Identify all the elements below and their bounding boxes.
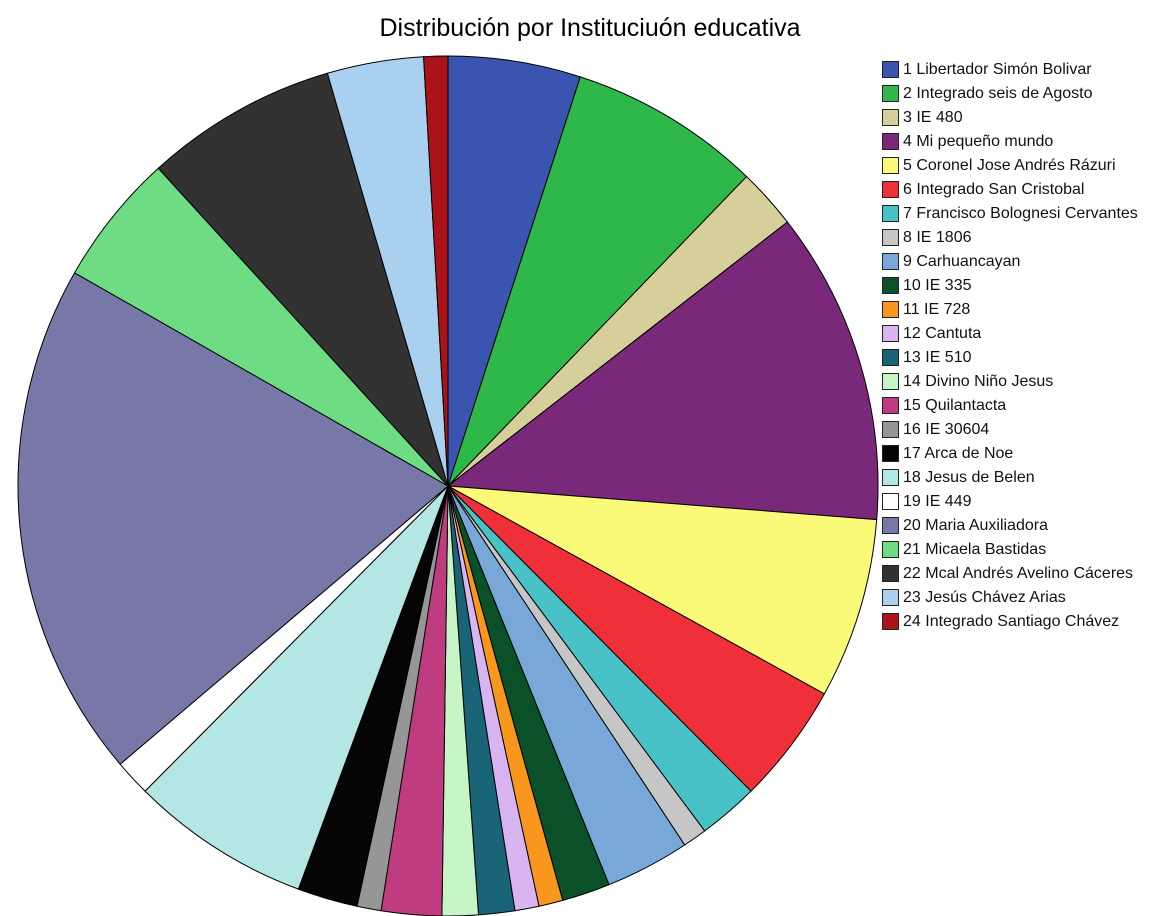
legend-item: 17 Arca de Noe bbox=[882, 444, 1150, 462]
legend-item: 13 IE 510 bbox=[882, 348, 1150, 366]
legend-swatch bbox=[882, 109, 899, 126]
legend-label: 22 Mcal Andrés Avelino Cáceres bbox=[903, 565, 1134, 582]
legend-item: 8 IE 1806 bbox=[882, 228, 1150, 246]
legend-swatch bbox=[882, 181, 899, 198]
pie-slice bbox=[447, 485, 878, 695]
legend-item: 5 Coronel Jose Andrés Rázuri bbox=[882, 156, 1150, 174]
legend-swatch bbox=[882, 157, 899, 174]
legend-item: 19 IE 449 bbox=[882, 492, 1150, 510]
legend-item: 14 Divino Niño Jesus bbox=[882, 372, 1150, 390]
pie-slice bbox=[446, 221, 879, 521]
legend-label: 8 IE 1806 bbox=[903, 229, 972, 246]
legend-item: 11 IE 728 bbox=[882, 300, 1150, 318]
legend-label: 17 Arca de Noe bbox=[903, 445, 1014, 462]
legend-swatch bbox=[882, 325, 899, 342]
legend-label: 13 IE 510 bbox=[903, 349, 972, 366]
legend-item: 1 Libertador Simón Bolivar bbox=[882, 60, 1150, 78]
pie-slice bbox=[17, 272, 449, 765]
chart-title: Distribución por Instituciuón educativa bbox=[379, 14, 801, 42]
legend-item: 4 Mi pequeño mundo bbox=[882, 132, 1150, 150]
legend-label: 2 Integrado seis de Agosto bbox=[903, 85, 1093, 102]
legend-label: 23 Jesús Chávez Arias bbox=[903, 589, 1066, 606]
legend-swatch bbox=[882, 445, 899, 462]
pie-slice bbox=[157, 72, 449, 487]
legend-label: 11 IE 728 bbox=[903, 301, 971, 318]
legend-item: 18 Jesus de Belen bbox=[882, 468, 1150, 486]
legend-swatch bbox=[882, 493, 899, 510]
legend-label: 16 IE 30604 bbox=[903, 421, 990, 438]
legend-swatch bbox=[882, 85, 899, 102]
legend-swatch bbox=[882, 589, 899, 606]
legend-swatch bbox=[882, 421, 899, 438]
legend-label: 20 Maria Auxiliadora bbox=[903, 517, 1048, 534]
pie-slice bbox=[144, 485, 449, 890]
legend-swatch bbox=[882, 229, 899, 246]
legend-label: 14 Divino Niño Jesus bbox=[903, 373, 1054, 390]
legend-label: 19 IE 449 bbox=[903, 493, 972, 510]
legend-swatch bbox=[882, 205, 899, 222]
legend-swatch bbox=[882, 517, 899, 534]
legend-item: 16 IE 30604 bbox=[882, 420, 1150, 438]
legend-swatch bbox=[882, 349, 899, 366]
legend-item: 2 Integrado seis de Agosto bbox=[882, 84, 1150, 102]
pie-chart bbox=[17, 55, 879, 916]
legend-swatch bbox=[882, 541, 899, 558]
legend-swatch bbox=[882, 277, 899, 294]
legend-label: 1 Libertador Simón Bolivar bbox=[903, 61, 1092, 78]
legend-swatch bbox=[882, 469, 899, 486]
legend-swatch bbox=[882, 565, 899, 582]
legend-label: 6 Integrado San Cristobal bbox=[903, 181, 1085, 198]
legend-label: 15 Quilantacta bbox=[903, 397, 1007, 414]
legend-label: 10 IE 335 bbox=[903, 277, 972, 294]
legend-label: 18 Jesus de Belen bbox=[903, 469, 1035, 486]
legend: 1 Libertador Simón Bolivar 2 Integrado se… bbox=[882, 60, 1150, 636]
legend-item: 7 Francisco Bolognesi Cervantes bbox=[882, 204, 1150, 222]
legend-item: 10 IE 335 bbox=[882, 276, 1150, 294]
legend-item: 15 Quilantacta bbox=[882, 396, 1150, 414]
legend-label: 4 Mi pequeño mundo bbox=[903, 133, 1054, 150]
legend-label: 12 Cantuta bbox=[903, 325, 982, 342]
legend-item: 22 Mcal Andrés Avelino Cáceres bbox=[882, 564, 1150, 582]
legend-swatch bbox=[882, 613, 899, 630]
legend-item: 3 IE 480 bbox=[882, 108, 1150, 126]
legend-item: 20 Maria Auxiliadora bbox=[882, 516, 1150, 534]
legend-item: 24 Integrado Santiago Chávez bbox=[882, 612, 1150, 630]
legend-label: 21 Micaela Bastidas bbox=[903, 541, 1047, 558]
legend-swatch bbox=[882, 397, 899, 414]
legend-swatch bbox=[882, 373, 899, 390]
legend-item: 6 Integrado San Cristobal bbox=[882, 180, 1150, 198]
legend-swatch bbox=[882, 133, 899, 150]
pie-slice bbox=[447, 76, 748, 487]
legend-label: 24 Integrado Santiago Chávez bbox=[903, 613, 1120, 630]
legend-label: 9 Carhuancayan bbox=[903, 253, 1021, 270]
legend-item: 23 Jesús Chávez Arias bbox=[882, 588, 1150, 606]
legend-label: 3 IE 480 bbox=[903, 109, 963, 126]
legend-swatch bbox=[882, 61, 899, 78]
legend-label: 5 Coronel Jose Andrés Rázuri bbox=[903, 157, 1116, 174]
legend-label: 7 Francisco Bolognesi Cervantes bbox=[903, 205, 1138, 222]
legend-item: 21 Micaela Bastidas bbox=[882, 540, 1150, 558]
legend-swatch bbox=[882, 301, 899, 318]
legend-swatch bbox=[882, 253, 899, 270]
legend-item: 12 Cantuta bbox=[882, 324, 1150, 342]
legend-item: 9 Carhuancayan bbox=[882, 252, 1150, 270]
pie-slice bbox=[423, 55, 449, 487]
